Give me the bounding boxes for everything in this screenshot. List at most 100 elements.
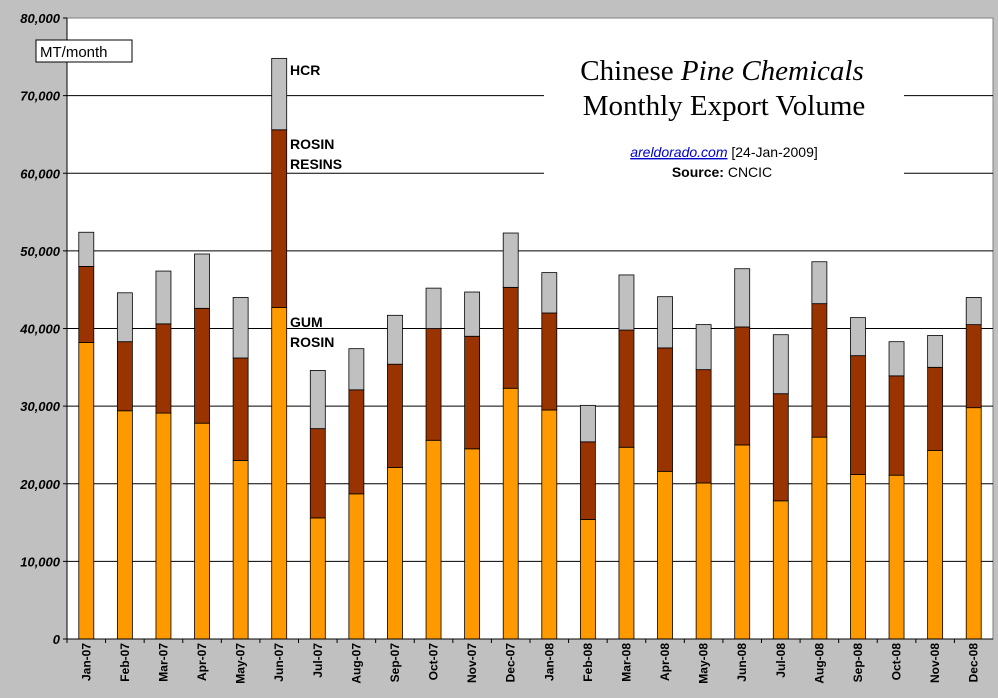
bar-segment-hcr <box>657 296 673 349</box>
bar-segment-rosin-resins <box>387 363 403 468</box>
x-tick-label: Feb-08 <box>581 643 595 682</box>
bar-segment-gum-rosin <box>811 436 828 640</box>
x-tick-label: May-08 <box>697 643 711 684</box>
bar-segment-rosin-resins <box>232 357 249 461</box>
x-tick-label: Apr-08 <box>658 643 672 681</box>
bar-segment-rosin-resins <box>194 307 210 424</box>
x-tick-label: Jan-08 <box>542 643 556 681</box>
bar-segment-hcr <box>695 324 712 371</box>
y-tick-label: 80,000 <box>20 11 61 26</box>
bar-segment-hcr <box>502 232 519 288</box>
x-tick-label: Sep-07 <box>388 643 402 683</box>
x-tick-label: Jul-07 <box>311 643 325 678</box>
series-label-hcr: HCR <box>290 62 320 78</box>
bar-segment-rosin-resins <box>425 328 442 441</box>
bar-segment-hcr <box>811 261 828 305</box>
bar-segment-rosin-resins <box>850 355 866 475</box>
bar-segment-hcr <box>618 274 635 331</box>
y-tick-label: 30,000 <box>20 399 61 414</box>
bar-segment-rosin-resins <box>772 393 789 502</box>
bar-segment-rosin-resins <box>888 375 905 476</box>
bar-segment-gum-rosin <box>772 500 789 640</box>
series-label-rosin-resins: ROSIN RESINS <box>290 136 342 172</box>
bar-segment-gum-rosin <box>850 474 866 640</box>
bar-segment-rosin-resins <box>155 323 172 414</box>
series-label-line: RESINS <box>290 156 342 172</box>
bar-segment-gum-rosin <box>78 342 95 640</box>
bar-segment-gum-rosin <box>502 387 519 640</box>
bar-segment-gum-rosin <box>425 439 442 640</box>
bar-segment-hcr <box>772 334 789 395</box>
bar-segment-hcr <box>232 297 249 359</box>
series-label-line: ROSIN <box>290 334 334 350</box>
bar-segment-gum-rosin <box>888 474 905 640</box>
bar-segment-rosin-resins <box>811 303 828 438</box>
x-tick-label: Aug-07 <box>349 643 363 684</box>
bar-segment-rosin-resins <box>348 389 365 495</box>
bar-segment-hcr <box>387 314 403 365</box>
axes: 0 10,000 20,000 30,000 40,000 50,000 60,000 70,… <box>19 11 993 684</box>
x-tick-label: Nov-07 <box>465 643 479 683</box>
bar-segment-hcr <box>850 317 866 357</box>
bar-segment-gum-rosin <box>155 412 172 640</box>
bar-segment-gum-rosin <box>309 517 326 640</box>
y-tick-label: 20,000 <box>19 477 61 492</box>
x-tick-label: Dec-08 <box>967 643 981 683</box>
bar-segment-hcr <box>348 348 365 391</box>
unit-label-box: MT/month <box>35 39 133 63</box>
chart-title-prefix: Chinese <box>580 55 681 87</box>
series-label-gum-rosin: GUM ROSIN <box>290 314 334 350</box>
bar-segment-rosin-resins <box>271 129 288 308</box>
bar-segment-hcr <box>155 270 172 325</box>
x-tick-label: Mar-07 <box>156 643 170 682</box>
x-tick-label: Jun-08 <box>735 643 749 682</box>
bar-segment-gum-rosin <box>927 449 944 640</box>
chart-title-line1: Chinese Pine Chemicals <box>580 55 864 87</box>
x-tick-label: Sep-08 <box>851 643 865 683</box>
y-tick-label: 10,000 <box>20 554 61 569</box>
credit-date: [24-Jan-2009] <box>731 144 817 160</box>
bar-segment-gum-rosin <box>965 407 982 640</box>
x-tick-label: Jun-07 <box>272 643 286 682</box>
bar-segment-gum-rosin <box>695 482 712 640</box>
bar-segment-rosin-resins <box>695 369 712 484</box>
credit-line: areldorado.com [24-Jan-2009] <box>630 144 818 160</box>
x-tick-label: May-07 <box>234 643 248 684</box>
bar-segment-hcr <box>734 268 751 328</box>
bar-segment-gum-rosin <box>579 519 596 640</box>
y-tick-label: 60,000 <box>20 166 61 181</box>
bar-segment-rosin-resins <box>579 441 596 520</box>
y-tick-label: 70,000 <box>20 89 61 104</box>
bar-segment-rosin-resins <box>502 286 519 389</box>
bar-segment-gum-rosin <box>734 444 751 640</box>
bar-segment-gum-rosin <box>232 460 249 640</box>
bar-segment-rosin-resins <box>618 329 635 448</box>
x-tick-label: Apr-07 <box>195 643 209 681</box>
x-tick-label: Dec-07 <box>504 643 518 683</box>
bar-segment-gum-rosin <box>271 307 288 640</box>
bar-segment-hcr <box>927 335 944 368</box>
bar-segment-hcr <box>116 292 133 343</box>
bar-segment-hcr <box>888 341 905 377</box>
credit-link[interactable]: areldorado.com <box>630 144 728 160</box>
series-label-line: HCR <box>290 62 320 78</box>
source-line: Source: CNCIC <box>672 164 772 180</box>
bar-segment-rosin-resins <box>464 335 481 450</box>
bar-segment-hcr <box>965 297 982 326</box>
chart-title-line2: Monthly Export Volume <box>583 90 866 122</box>
y-tick-label: 0 <box>53 632 61 647</box>
bar-segment-rosin-resins <box>309 428 326 519</box>
bar-segment-rosin-resins <box>734 326 751 446</box>
x-tick-label: Aug-08 <box>812 643 826 684</box>
bar-segment-hcr <box>194 253 210 309</box>
x-tick-label: Mar-08 <box>619 643 633 682</box>
bar-segment-gum-rosin <box>618 446 635 640</box>
source-label: Source: <box>672 164 724 180</box>
source-value: CNCIC <box>728 164 772 180</box>
bar-segment-gum-rosin <box>464 448 481 640</box>
x-tick-label: Jul-08 <box>774 643 788 678</box>
bar-segment-gum-rosin <box>348 493 365 640</box>
bar-segment-hcr <box>425 287 442 329</box>
